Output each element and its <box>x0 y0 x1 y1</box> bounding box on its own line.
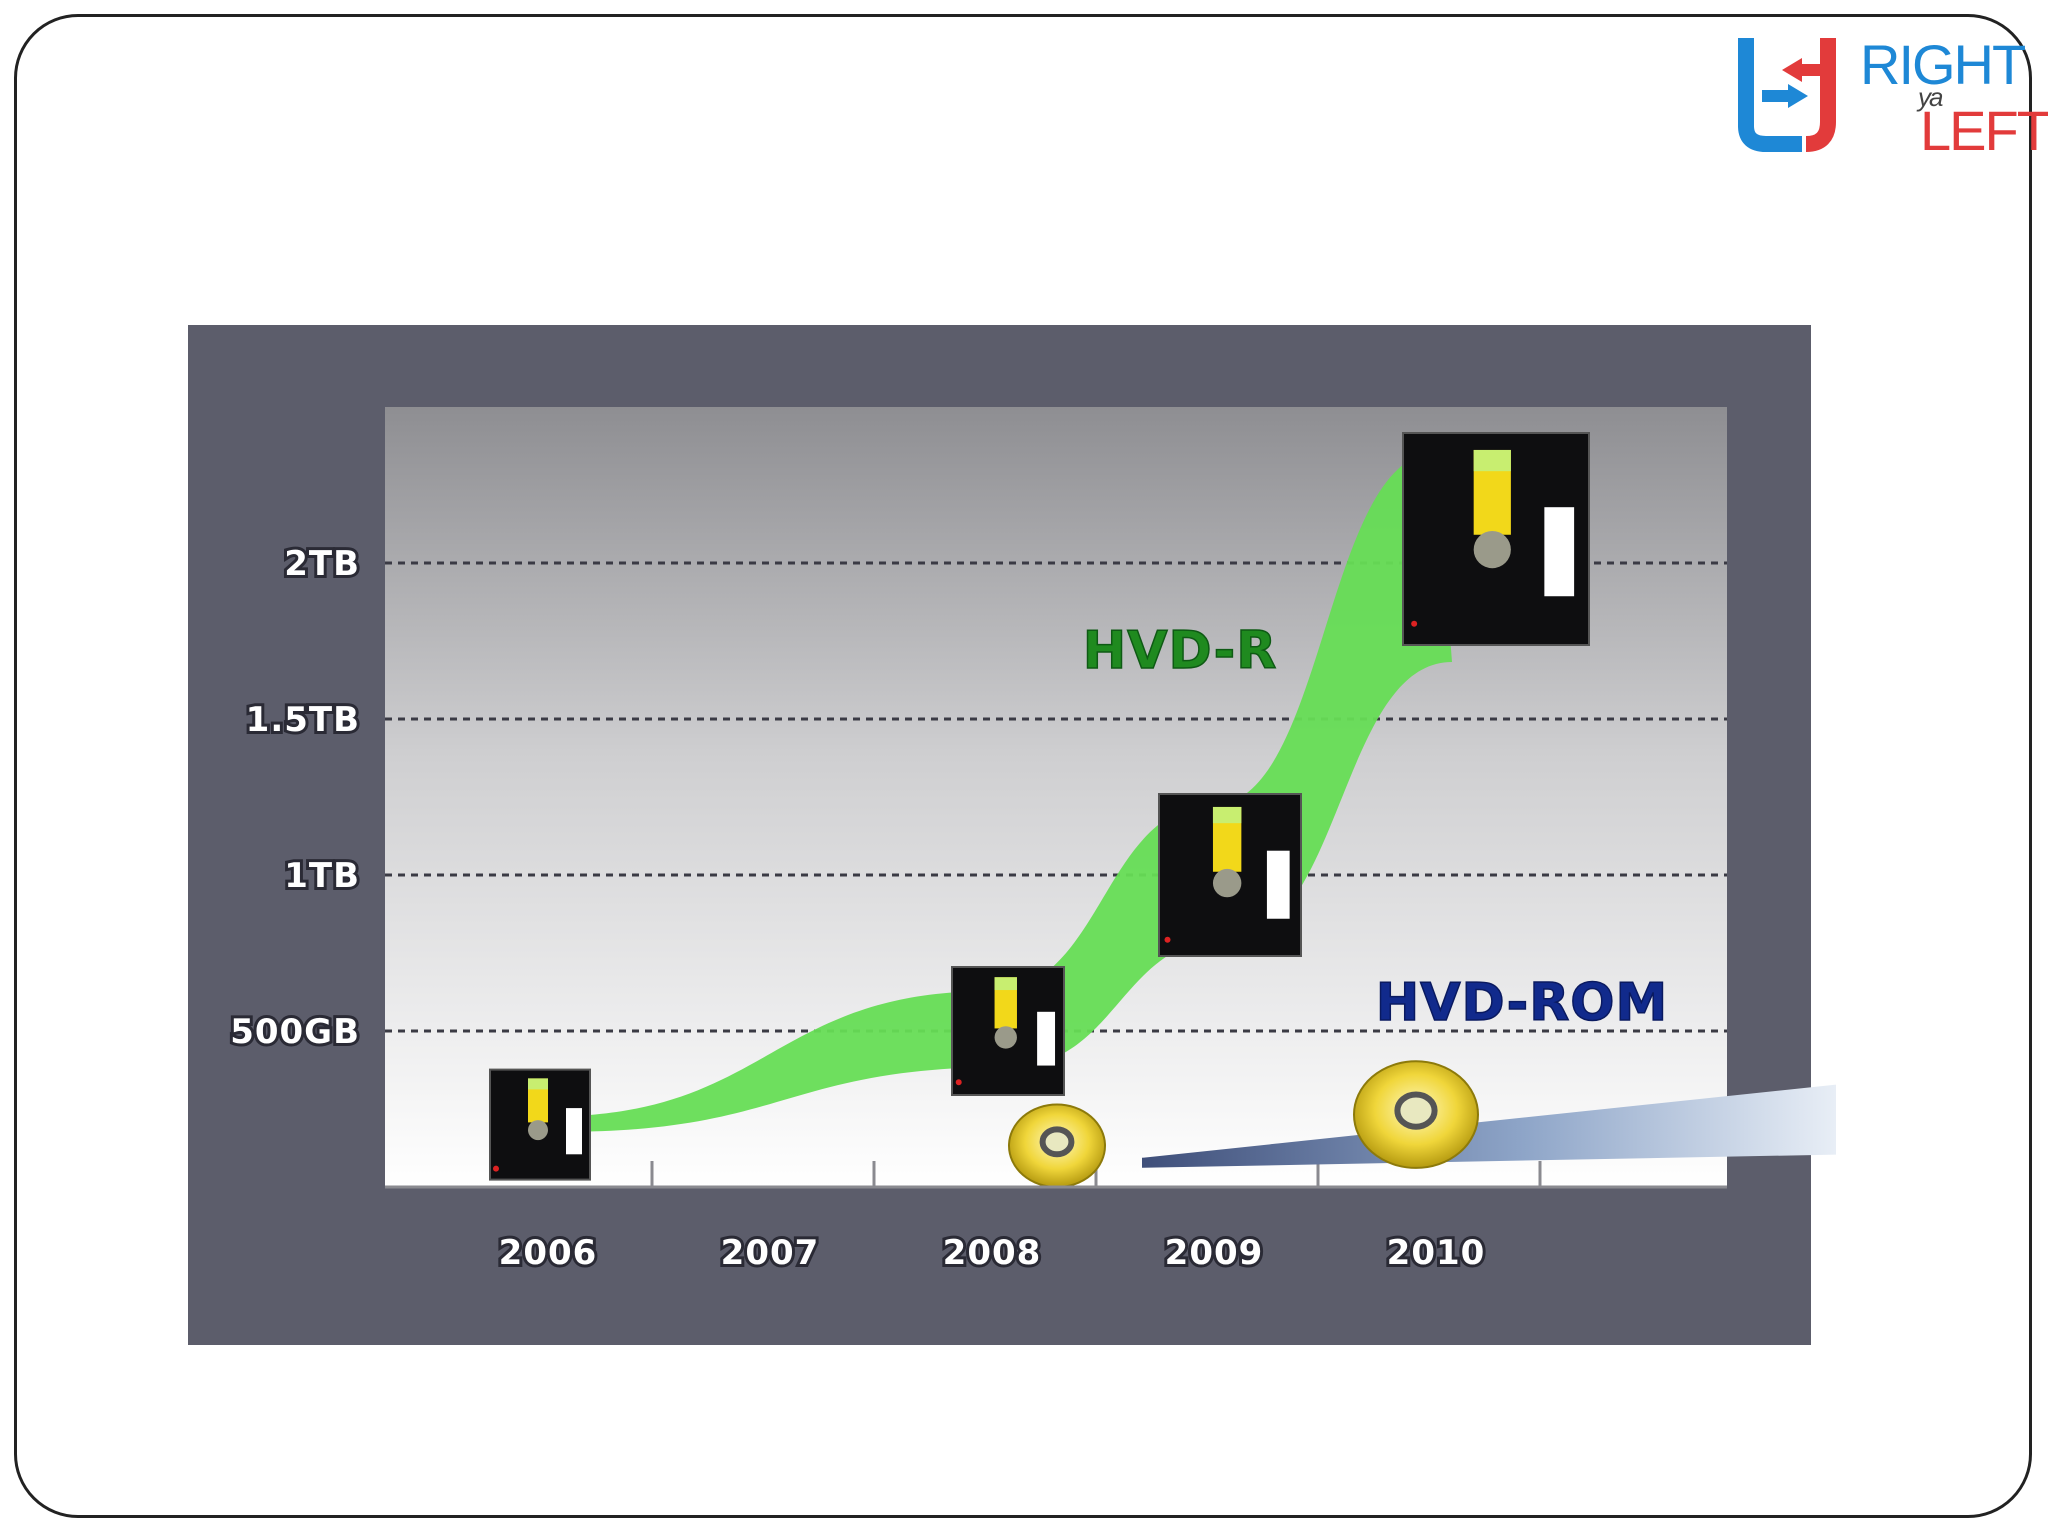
hvd-rom-area <box>1142 1084 1836 1168</box>
y-tick-label: 1TB <box>284 856 360 896</box>
hvd-cartridge-icon <box>1158 793 1302 957</box>
disc-hub <box>1394 1091 1438 1130</box>
y-tick-label: 2TB <box>284 544 360 584</box>
logo-word-ya: ya <box>1918 82 1944 112</box>
hvd-cartridge-icon <box>951 966 1065 1096</box>
cartridge-led <box>1411 620 1418 627</box>
cartridge-window-top <box>994 977 1017 991</box>
cartridge-label <box>1037 1011 1056 1066</box>
cartridge-window-top <box>1212 806 1242 824</box>
cartridge-label <box>566 1108 582 1155</box>
logo-word-left: LEFT <box>1920 99 2048 162</box>
y-tick-label: 1.5TB <box>246 700 360 740</box>
series-label-hvd-rom: HVD-ROM <box>1376 973 1668 1033</box>
y-tick-label: 500GB <box>230 1012 360 1052</box>
series-label-hvd-r: HVD-R <box>1083 621 1278 681</box>
cartridge-hub <box>528 1120 548 1141</box>
cartridge-window-top <box>1473 449 1511 472</box>
x-tick-label: 2008 <box>943 1233 1042 1273</box>
cartridge-led <box>955 1079 962 1086</box>
cartridge-hub <box>1473 531 1511 569</box>
cartridge-led <box>1164 936 1171 943</box>
cartridge-window <box>528 1078 548 1123</box>
disc-icon <box>1353 1060 1479 1169</box>
logo-word-right: RIGHT <box>1860 33 2026 96</box>
disc-icon <box>1008 1103 1106 1189</box>
hvd-cartridge-icon <box>1402 432 1590 646</box>
x-tick-label: 2007 <box>721 1233 820 1273</box>
x-tick-label: 2006 <box>499 1233 598 1273</box>
x-tick-label: 2009 <box>1165 1233 1264 1273</box>
brand-logo: RIGHT ya LEFT <box>1732 30 2048 162</box>
cartridge-window-top <box>528 1078 548 1090</box>
disc-hub <box>1039 1126 1075 1158</box>
cartridge-label <box>1544 507 1575 597</box>
hvd-cartridge-icon <box>489 1068 591 1181</box>
cartridge-label <box>1266 850 1290 919</box>
x-tick-label: 2010 <box>1387 1233 1486 1273</box>
cartridge-hub <box>1212 868 1242 898</box>
logo-arrows-icon <box>1738 38 1836 152</box>
cartridge-hub <box>994 1026 1017 1049</box>
cartridge-led <box>493 1165 499 1172</box>
